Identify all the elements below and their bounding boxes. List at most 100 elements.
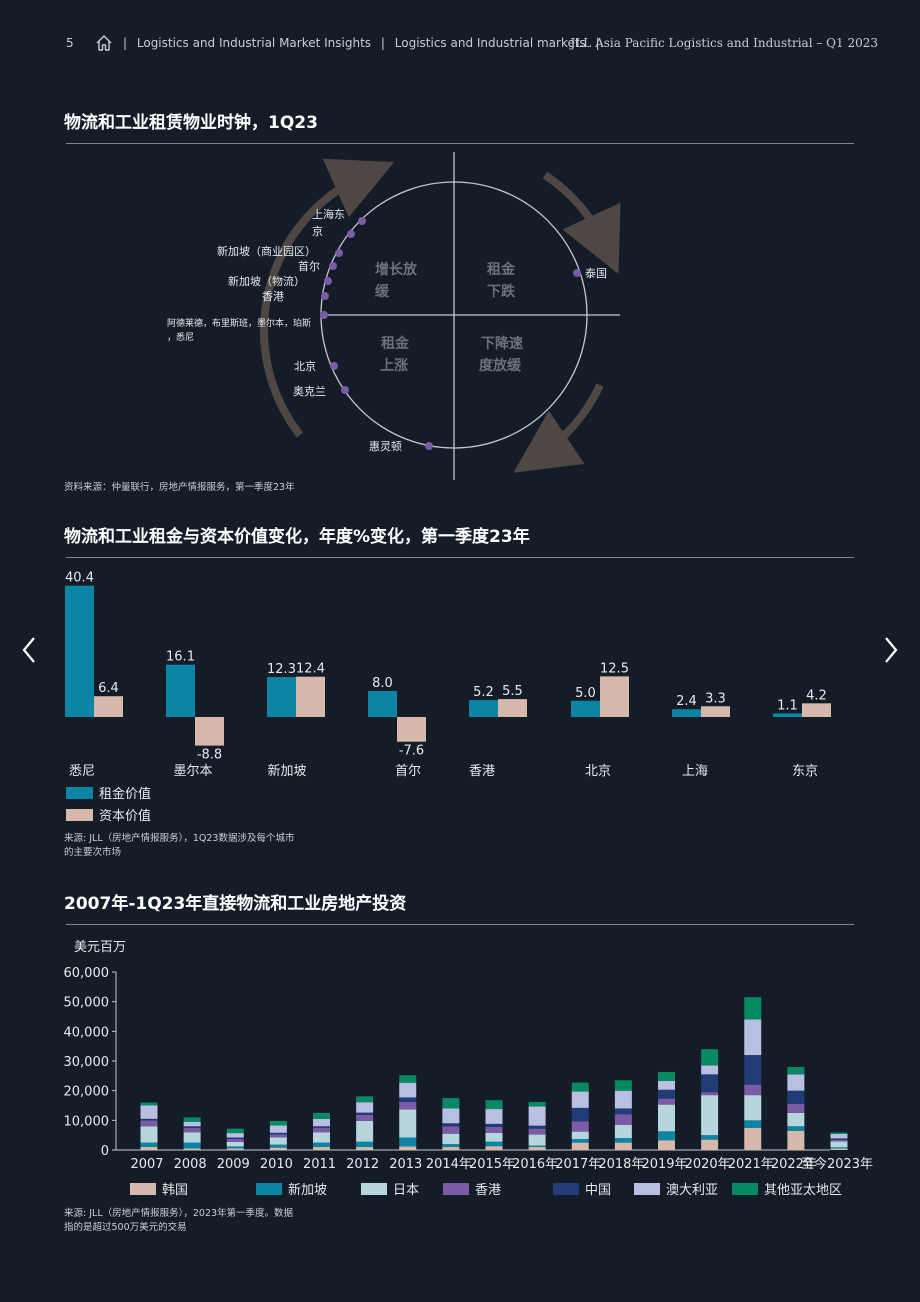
- property-clock: 增长放 缓 租金 下跌 租金 上涨 下降速 度放缓 上海东 京 新加坡（商业园区…: [167, 152, 621, 480]
- market-dot: [321, 292, 329, 300]
- market-dot: [425, 442, 433, 450]
- divider: [66, 924, 854, 925]
- stacked-bar-segment: [399, 1137, 417, 1147]
- stacked-bar-segment: [701, 1095, 719, 1136]
- stacked-bar-segment: [614, 1142, 632, 1150]
- previous-page-icon[interactable]: [18, 632, 40, 668]
- stacked-bar-segment: [356, 1096, 374, 1103]
- bar-value-label: 40.4: [65, 571, 94, 586]
- rents-source-line: 的主要次市场: [64, 847, 122, 858]
- stacked-bar-segment: [744, 1127, 762, 1150]
- market-label: 新加坡（商业园区）: [217, 244, 316, 258]
- stacked-bar-segment: [485, 1132, 503, 1142]
- stacked-bar-segment: [744, 997, 762, 1020]
- bar-value-label: 12.4: [296, 662, 325, 677]
- stacked-bar-segment: [528, 1145, 546, 1148]
- market-label: 北京: [294, 359, 316, 373]
- market-label: 奥克兰: [293, 384, 326, 398]
- stacked-bar-segment: [614, 1080, 632, 1091]
- bar-value-label: 5.0: [575, 686, 596, 701]
- clock-title: 物流和工业租赁物业时钟，1Q23: [64, 113, 318, 133]
- stacked-bar-segment: [399, 1109, 417, 1138]
- stacked-bar-segment: [269, 1125, 287, 1133]
- legend-label: 香港: [475, 1183, 501, 1198]
- stacked-bar-segment: [356, 1102, 374, 1113]
- stacked-bar-segment: [313, 1132, 330, 1143]
- stacked-bar-segment: [183, 1126, 201, 1128]
- market-dot: [320, 311, 328, 319]
- clock-arrow: [260, 158, 395, 438]
- stacked-bar-segment: [269, 1137, 287, 1145]
- stacked-bar-segment: [356, 1120, 374, 1142]
- legend-swatch: [66, 809, 93, 821]
- next-page-icon[interactable]: [880, 632, 902, 668]
- stacked-bar-segment: [183, 1117, 201, 1122]
- rents-chart: 40.4 6.4 16.1 -8.8 12.3 12.4 8.0 -7.6 5.2 5.5 5.0 1…: [65, 571, 831, 824]
- stacked-bar-segment: [571, 1107, 589, 1122]
- quadrant-label: 下降速: [481, 335, 523, 352]
- stacked-bar-segment: [313, 1147, 330, 1150]
- stacked-bar-segment: [442, 1123, 460, 1127]
- stacked-bar-segment: [226, 1133, 244, 1138]
- stacked-bar-segment: [528, 1125, 546, 1129]
- market-label: 京: [312, 224, 323, 238]
- rent-bar: [65, 585, 94, 717]
- market-label: 惠灵顿: [369, 439, 402, 453]
- stacked-bar-segment: [269, 1134, 287, 1138]
- y-tick-label: 60,000: [64, 966, 110, 981]
- legend-swatch: [130, 1183, 156, 1195]
- stacked-bar-segment: [313, 1142, 330, 1148]
- quadrant-label: 缓: [375, 283, 390, 300]
- clock-source: 资料来源：仲量联行，房地产情报服务，第一季度23年: [64, 482, 295, 493]
- stacked-bar-segment: [485, 1100, 503, 1110]
- bar-value-label: 12.5: [600, 661, 629, 676]
- rent-bar: [469, 700, 498, 717]
- stacked-bar-segment: [787, 1074, 805, 1091]
- stacked-bar-segment: [313, 1118, 330, 1127]
- y-tick-label: 30,000: [64, 1055, 110, 1070]
- divider: [66, 557, 854, 558]
- investment-chart: 美元百万 0 10,000 20,000 30,000 40,000 50,000 60,00…: [64, 940, 874, 1198]
- stacked-bar-segment: [614, 1090, 632, 1109]
- stacked-bar-segment: [226, 1146, 244, 1149]
- stacked-bar-segment: [787, 1090, 805, 1105]
- market-dot: [347, 230, 355, 238]
- capital-bar: [600, 676, 629, 717]
- stacked-bar-segment: [226, 1139, 244, 1142]
- stacked-bar-segment: [356, 1114, 374, 1121]
- stacked-bar-segment: [269, 1147, 287, 1150]
- bar-value-label: -7.6: [399, 744, 424, 759]
- stacked-bar-segment: [830, 1148, 848, 1150]
- breadcrumb-item-insights[interactable]: Logistics and Industrial Market Insights: [136, 36, 372, 50]
- stacked-bar-segment: [485, 1109, 503, 1124]
- stacked-bar-segment: [183, 1121, 201, 1127]
- quadrant-label: 度放缓: [479, 357, 522, 374]
- stacked-bar-segment: [442, 1144, 460, 1148]
- stacked-bar-segment: [658, 1089, 675, 1099]
- stacked-bar-segment: [140, 1120, 158, 1127]
- legend-label: 资本价值: [99, 808, 151, 824]
- stacked-bar-segment: [183, 1127, 201, 1133]
- capital-bar: [802, 703, 831, 717]
- breadcrumb-item-markets[interactable]: Logistics and Industrial markets: [394, 36, 586, 50]
- stacked-bar-segment: [485, 1141, 503, 1147]
- category-label: 香港: [469, 764, 495, 779]
- legend-swatch: [66, 787, 93, 799]
- legend-label: 中国: [585, 1183, 611, 1198]
- investment-source: 来源: JLL（房地产情报服务），2023年第一季度。数据 指的是超过500万美…: [64, 1207, 293, 1235]
- y-axis-unit-label: 美元百万: [74, 940, 126, 955]
- stacked-bar-segment: [614, 1114, 632, 1125]
- stacked-bar-segment: [744, 1019, 762, 1056]
- stacked-bar-segment: [485, 1126, 503, 1133]
- home-icon[interactable]: [95, 34, 113, 52]
- stacked-bar-segment: [744, 1084, 762, 1096]
- stacked-bar-segment: [614, 1124, 632, 1139]
- category-label: 上海: [682, 764, 708, 779]
- stacked-bar-segment: [313, 1127, 330, 1133]
- stacked-bar-segment: [614, 1108, 632, 1115]
- stacked-bar-segment: [356, 1112, 374, 1115]
- x-tick-label: 2019年: [641, 1157, 687, 1172]
- stacked-bar-segment: [571, 1131, 589, 1140]
- breadcrumb-separator: |: [123, 36, 128, 50]
- legend-label: 日本: [393, 1183, 419, 1198]
